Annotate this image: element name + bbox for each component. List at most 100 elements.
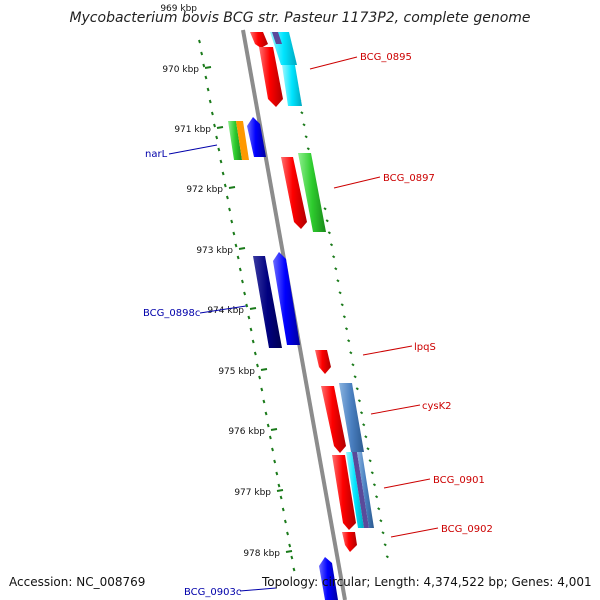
scale-tick — [275, 471, 279, 476]
scale-tick — [364, 435, 368, 439]
gene-label-bcg0895[interactable]: BCG_0895 — [360, 52, 412, 63]
scale-ticks — [198, 39, 389, 572]
scale-tick — [228, 186, 236, 189]
accession-text: Accession: NC_008769 — [9, 575, 145, 589]
scale-tick — [334, 267, 338, 271]
gene-feature-blue[interactable] — [247, 117, 266, 157]
gene-feature-blue[interactable] — [273, 252, 300, 345]
scale-tick — [279, 495, 283, 500]
scale-tick — [323, 207, 327, 211]
scale-tick — [300, 111, 304, 115]
scale-tick — [230, 219, 234, 224]
scale-tick — [249, 307, 257, 310]
scale-tick — [288, 543, 292, 548]
scale-tick — [216, 126, 224, 129]
scale-tick — [260, 387, 264, 392]
scale-tick — [355, 387, 359, 391]
scale-tick — [251, 339, 255, 344]
gene-feature-navy[interactable] — [253, 256, 282, 348]
gene-feature-orange[interactable] — [236, 121, 249, 160]
scale-tick — [271, 447, 274, 452]
scale-tick — [353, 375, 357, 379]
scale-tick — [262, 399, 266, 404]
scale-label: 974 kbp — [207, 306, 244, 316]
scale-tick — [213, 123, 216, 128]
gene-feature-red[interactable] — [250, 32, 268, 48]
leader-lines — [168, 56, 439, 592]
scale-tick — [240, 279, 244, 284]
scale-tick — [258, 375, 262, 380]
scale-label: 977 kbp — [234, 488, 271, 498]
gene-feature-red[interactable] — [321, 386, 346, 453]
scale-tick — [349, 351, 353, 355]
scale-tick — [238, 267, 242, 272]
scale-tick — [273, 459, 277, 464]
gene-feature-red[interactable] — [259, 47, 283, 107]
scale-tick — [281, 507, 285, 512]
scale-tick — [208, 99, 212, 104]
scale-tick — [221, 171, 225, 176]
scale-tick — [206, 87, 210, 92]
scale-tick — [204, 75, 208, 80]
genome-summary: Topology: circular; Length: 4,374,522 bp… — [261, 575, 592, 589]
scale-tick — [372, 483, 377, 487]
scale-tick — [336, 279, 340, 283]
scale-tick — [285, 550, 293, 553]
gene-feature-green[interactable] — [228, 121, 242, 160]
scale-tick — [332, 255, 336, 259]
scale-tick — [270, 428, 278, 431]
gene-label-bcg0901[interactable]: BCG_0901 — [433, 475, 485, 486]
gene-label-narl[interactable]: narL — [145, 149, 168, 160]
gene-feature-purple[interactable] — [352, 452, 369, 528]
scale-tick — [247, 315, 251, 320]
scale-tick — [292, 567, 296, 572]
gene-feature-green[interactable] — [298, 153, 326, 232]
gene-label-cysk2[interactable]: cysK2 — [422, 401, 452, 412]
gene-feature-steelblue[interactable] — [339, 383, 364, 452]
gene-label-bcg0902[interactable]: BCG_0902 — [441, 524, 493, 535]
scale-tick — [283, 519, 287, 524]
scale-tick — [357, 399, 362, 403]
gene-feature-cyan[interactable] — [282, 65, 302, 106]
scale-tick — [377, 507, 381, 511]
scale-tick — [327, 231, 331, 235]
scale-tick — [232, 231, 236, 236]
scale-tick — [253, 351, 257, 356]
gene-label-bcg0898c[interactable]: BCG_0898c — [143, 308, 200, 319]
scale-label: 969 kbp — [160, 4, 197, 14]
scale-tick — [340, 303, 344, 307]
scale-tick — [306, 147, 310, 151]
gene-feature-red[interactable] — [342, 532, 357, 552]
scale-tick — [245, 303, 249, 308]
scale-tick — [286, 531, 289, 536]
gene-feature-purple[interactable] — [272, 32, 282, 44]
gene-label-bcg0897[interactable]: BCG_0897 — [383, 173, 435, 184]
gene-feature-red[interactable] — [332, 455, 356, 530]
scale-tick — [359, 411, 364, 415]
scale-tick — [325, 219, 329, 223]
gene-label-lpqs[interactable]: lpqS — [414, 342, 436, 353]
scale-label: 972 kbp — [186, 185, 223, 195]
scale-label: 973 kbp — [196, 246, 233, 256]
scale-tick — [304, 135, 308, 139]
scale-tick — [368, 459, 372, 463]
gene-labels: BCG_0895 narL BCG_0897 BCG_0898c lpqS cy… — [143, 52, 493, 598]
gene-feature-blue[interactable] — [319, 557, 338, 600]
scale-tick — [198, 39, 201, 44]
scale-label: 970 kbp — [162, 65, 199, 75]
gene-label-bcg0903c[interactable]: BCG_0903c — [184, 587, 241, 598]
scale-tick — [276, 489, 284, 492]
scale-tick — [256, 363, 259, 368]
gene-feature-red[interactable] — [315, 350, 331, 374]
scale-tick — [200, 51, 204, 56]
scale-tick — [223, 183, 227, 188]
scale-tick — [204, 66, 212, 69]
scale-tick — [366, 447, 370, 451]
gene-feature-steelblue[interactable] — [357, 452, 374, 528]
scale-tick — [290, 555, 294, 560]
gene-feature-cyan[interactable] — [346, 452, 364, 528]
gene-feature-red[interactable] — [281, 157, 307, 229]
scale-tick — [264, 411, 268, 416]
scale-tick — [347, 339, 351, 343]
